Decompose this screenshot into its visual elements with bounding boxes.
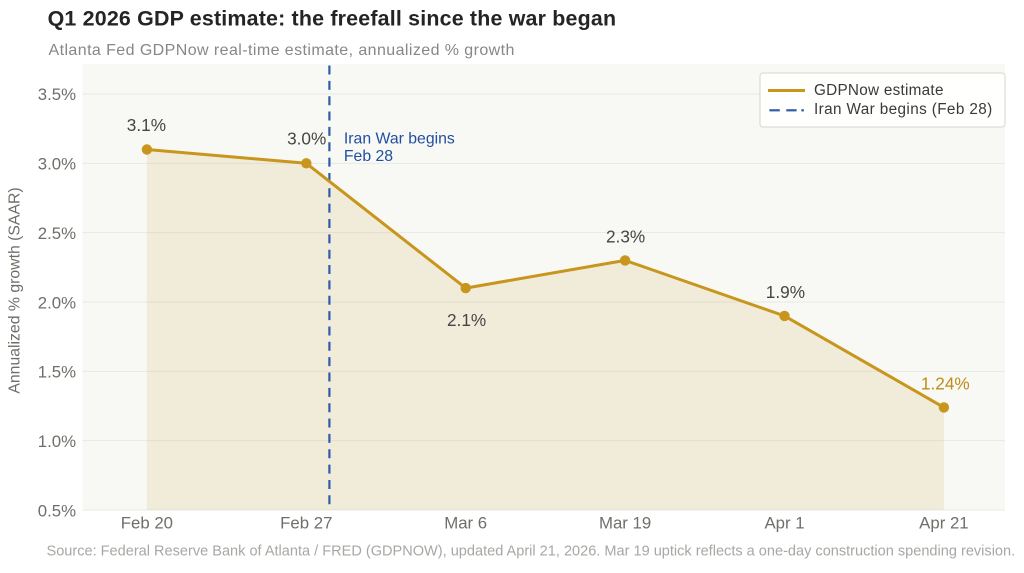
svg-text:Feb 27: Feb 27 [280, 514, 332, 533]
svg-text:Annualized % growth (SAAR): Annualized % growth (SAAR) [6, 187, 23, 393]
svg-text:3.0%: 3.0% [287, 128, 326, 148]
svg-text:2.0%: 2.0% [38, 293, 76, 312]
svg-text:Q1 2026 GDP estimate: the free: Q1 2026 GDP estimate: the freefall since… [48, 6, 617, 30]
svg-text:2.3%: 2.3% [606, 227, 645, 247]
svg-text:Apr 1: Apr 1 [764, 514, 804, 533]
svg-text:Mar 19: Mar 19 [599, 514, 651, 533]
svg-text:2.1%: 2.1% [447, 310, 486, 330]
svg-text:1.5%: 1.5% [38, 363, 76, 382]
svg-text:Atlanta Fed GDPNow real-time e: Atlanta Fed GDPNow real-time estimate, a… [49, 42, 515, 59]
svg-text:3.5%: 3.5% [38, 85, 76, 104]
svg-text:1.9%: 1.9% [766, 282, 805, 302]
svg-text:Mar 6: Mar 6 [444, 514, 487, 533]
svg-text:Iran War begins (Feb 28): Iran War begins (Feb 28) [814, 101, 993, 118]
svg-text:Source: Federal Reserve Bank o: Source: Federal Reserve Bank of Atlanta … [47, 543, 1016, 559]
svg-text:3.1%: 3.1% [127, 115, 166, 135]
svg-text:Apr 21: Apr 21 [919, 514, 968, 533]
svg-text:3.0%: 3.0% [38, 155, 76, 174]
svg-text:0.5%: 0.5% [38, 501, 76, 520]
svg-text:GDPNow estimate: GDPNow estimate [814, 82, 944, 99]
svg-text:Iran War begins: Iran War begins [344, 130, 455, 147]
svg-text:Feb 20: Feb 20 [121, 514, 173, 533]
svg-text:1.0%: 1.0% [38, 432, 76, 451]
svg-text:1.24%: 1.24% [921, 374, 970, 394]
svg-text:Feb 28: Feb 28 [344, 148, 393, 165]
svg-text:2.5%: 2.5% [38, 224, 76, 243]
